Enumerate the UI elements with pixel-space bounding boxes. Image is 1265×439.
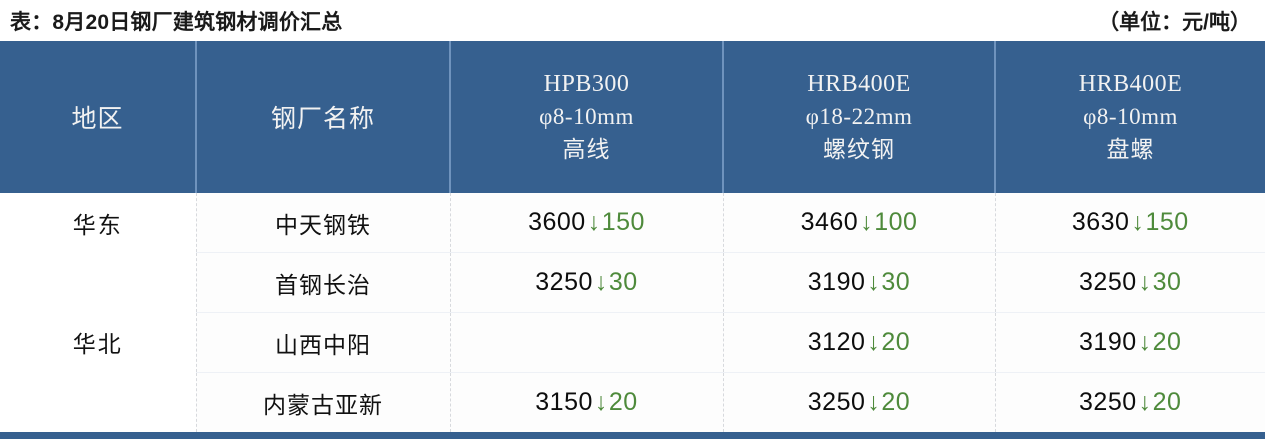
price-delta: 150 [1145,208,1189,236]
down-arrow-icon: ↓ [594,388,608,416]
down-arrow-icon: ↓ [1138,388,1152,416]
mill-name: 山西中阳 [275,331,371,358]
price-value: 3150↓20 [451,388,723,417]
column-header-hpb300-wire: HPB300 φ8-10mm 高线 [449,41,723,193]
price-value: 3120↓20 [724,328,995,357]
price-number: 3630 [1071,208,1130,236]
mill-cell: 首钢长治 [195,252,450,313]
table-header: 地区 钢厂名称 HPB300 φ8-10mm 高线 HRB400E φ18-22… [0,41,1265,193]
price-cell-hpb300-wire [449,312,723,373]
table-row: 山西中阳 3120↓20 3190↓20 [0,312,1265,373]
down-arrow-icon: ↓ [1138,268,1152,296]
table-row: 华东 中天钢铁 3600↓150 3460↓100 3 [0,193,1265,253]
column-header-region-label: 地区 [71,106,124,133]
down-arrow-icon: ↓ [860,208,874,236]
price-value: 3250↓30 [451,268,723,297]
price-delta: 150 [601,208,645,236]
spec-diameter: φ18-22mm [805,104,913,130]
region-label: 华东 [72,211,123,238]
price-number: 3250 [535,268,593,296]
mill-name: 内蒙古亚新 [263,391,383,418]
price-number: 3120 [807,328,866,356]
price-cell-hrb400e-coil: 3250↓20 [994,372,1265,432]
down-arrow-icon: ↓ [1131,208,1145,236]
price-value: 3190↓30 [724,268,995,297]
table-header-row: 地区 钢厂名称 HPB300 φ8-10mm 高线 HRB400E φ18-22… [0,41,1265,193]
price-delta: 30 [1152,268,1182,296]
price-number: 3150 [535,388,593,416]
price-cell-hrb400e-coil: 3190↓20 [994,312,1265,373]
price-cell-hrb400e-coil: 3630↓150 [994,193,1265,253]
price-delta: 30 [881,268,911,296]
price-delta: 20 [608,388,638,416]
spec-diameter: φ8-10mm [1083,104,1178,130]
region-label: 华北 [72,331,123,358]
page-title: 表：8月20日钢厂建筑钢材调价汇总 [10,10,343,34]
column-header-mill-label: 钢厂名称 [270,106,375,133]
column-header-region: 地区 [0,41,196,193]
price-cell-hpb300-wire: 3250↓30 [449,252,723,313]
unit-note: （单位：元/吨） [1098,10,1251,34]
column-header-hrb400e-rebar: HRB400E φ18-22mm 螺纹钢 [722,41,995,193]
mill-cell: 内蒙古亚新 [195,372,450,432]
price-cell-hpb300-wire: 3600↓150 [449,193,723,253]
mill-cell: 中天钢铁 [195,193,450,253]
table-caption-row: 表：8月20日钢厂建筑钢材调价汇总 （单位：元/吨） [0,0,1265,41]
spec-kind: 高线 [562,136,611,162]
table-body: 华东 中天钢铁 3600↓150 3460↓100 3 [0,193,1265,432]
mill-name: 首钢长治 [275,271,371,298]
price-cell-hrb400e-rebar: 3120↓20 [722,312,995,373]
spec-diameter: φ8-10mm [539,104,634,130]
spec-kind: 盘螺 [1106,136,1155,162]
price-value: 3460↓100 [724,208,995,237]
price-delta: 30 [608,268,638,296]
down-arrow-icon: ↓ [594,268,608,296]
price-cell-hrb400e-rebar: 3190↓30 [722,252,995,313]
price-value: 3600↓150 [451,208,723,237]
price-value: 3630↓150 [996,208,1265,237]
table-bottom-rule [0,432,1265,439]
price-delta: 20 [881,328,911,356]
down-arrow-icon: ↓ [867,328,881,356]
price-cell-hpb300-wire: 3150↓20 [449,372,723,432]
price-number: 3190 [1079,328,1137,356]
price-value: 3250↓20 [724,388,995,417]
spec-grade: HPB300 [543,70,630,97]
price-value: 3190↓20 [996,328,1265,357]
price-number: 3460 [800,208,859,236]
down-arrow-icon: ↓ [867,268,881,296]
price-cell-hrb400e-rebar: 3250↓20 [722,372,995,432]
price-value [451,328,723,357]
price-delta: 20 [881,388,911,416]
spec-grade: HRB400E [1078,70,1183,97]
price-value: 3250↓20 [996,388,1265,417]
spec-kind: 螺纹钢 [823,136,895,162]
table-row: 华北 首钢长治 3250↓30 3190↓30 325 [0,252,1265,432]
price-delta: 20 [1152,328,1182,356]
table-row: 内蒙古亚新 3150↓20 3250↓20 3250↓20 [0,372,1265,432]
spec-grade: HRB400E [807,70,911,97]
column-header-hrb400e-coil: HRB400E φ8-10mm 盘螺 [994,41,1265,193]
price-cell-hrb400e-coil: 3250↓30 [994,252,1265,313]
down-arrow-icon: ↓ [587,208,601,236]
down-arrow-icon: ↓ [867,388,881,416]
price-value: 3250↓30 [996,268,1265,297]
price-delta: 20 [1152,388,1182,416]
price-number: 3250 [807,388,866,416]
region-cell: 华东 [0,193,196,253]
column-header-mill: 钢厂名称 [195,41,450,193]
steel-price-table: 地区 钢厂名称 HPB300 φ8-10mm 高线 HRB400E φ18-22… [0,41,1265,432]
price-number: 3600 [528,208,586,236]
price-delta: 100 [874,208,918,236]
mill-name: 中天钢铁 [275,211,371,238]
price-number: 3250 [1079,388,1137,416]
price-number: 3250 [1079,268,1137,296]
price-number: 3190 [807,268,866,296]
down-arrow-icon: ↓ [1138,328,1152,356]
mill-cell: 山西中阳 [195,312,450,373]
price-cell-hrb400e-rebar: 3460↓100 [722,193,995,253]
region-cell: 华北 [0,252,196,432]
